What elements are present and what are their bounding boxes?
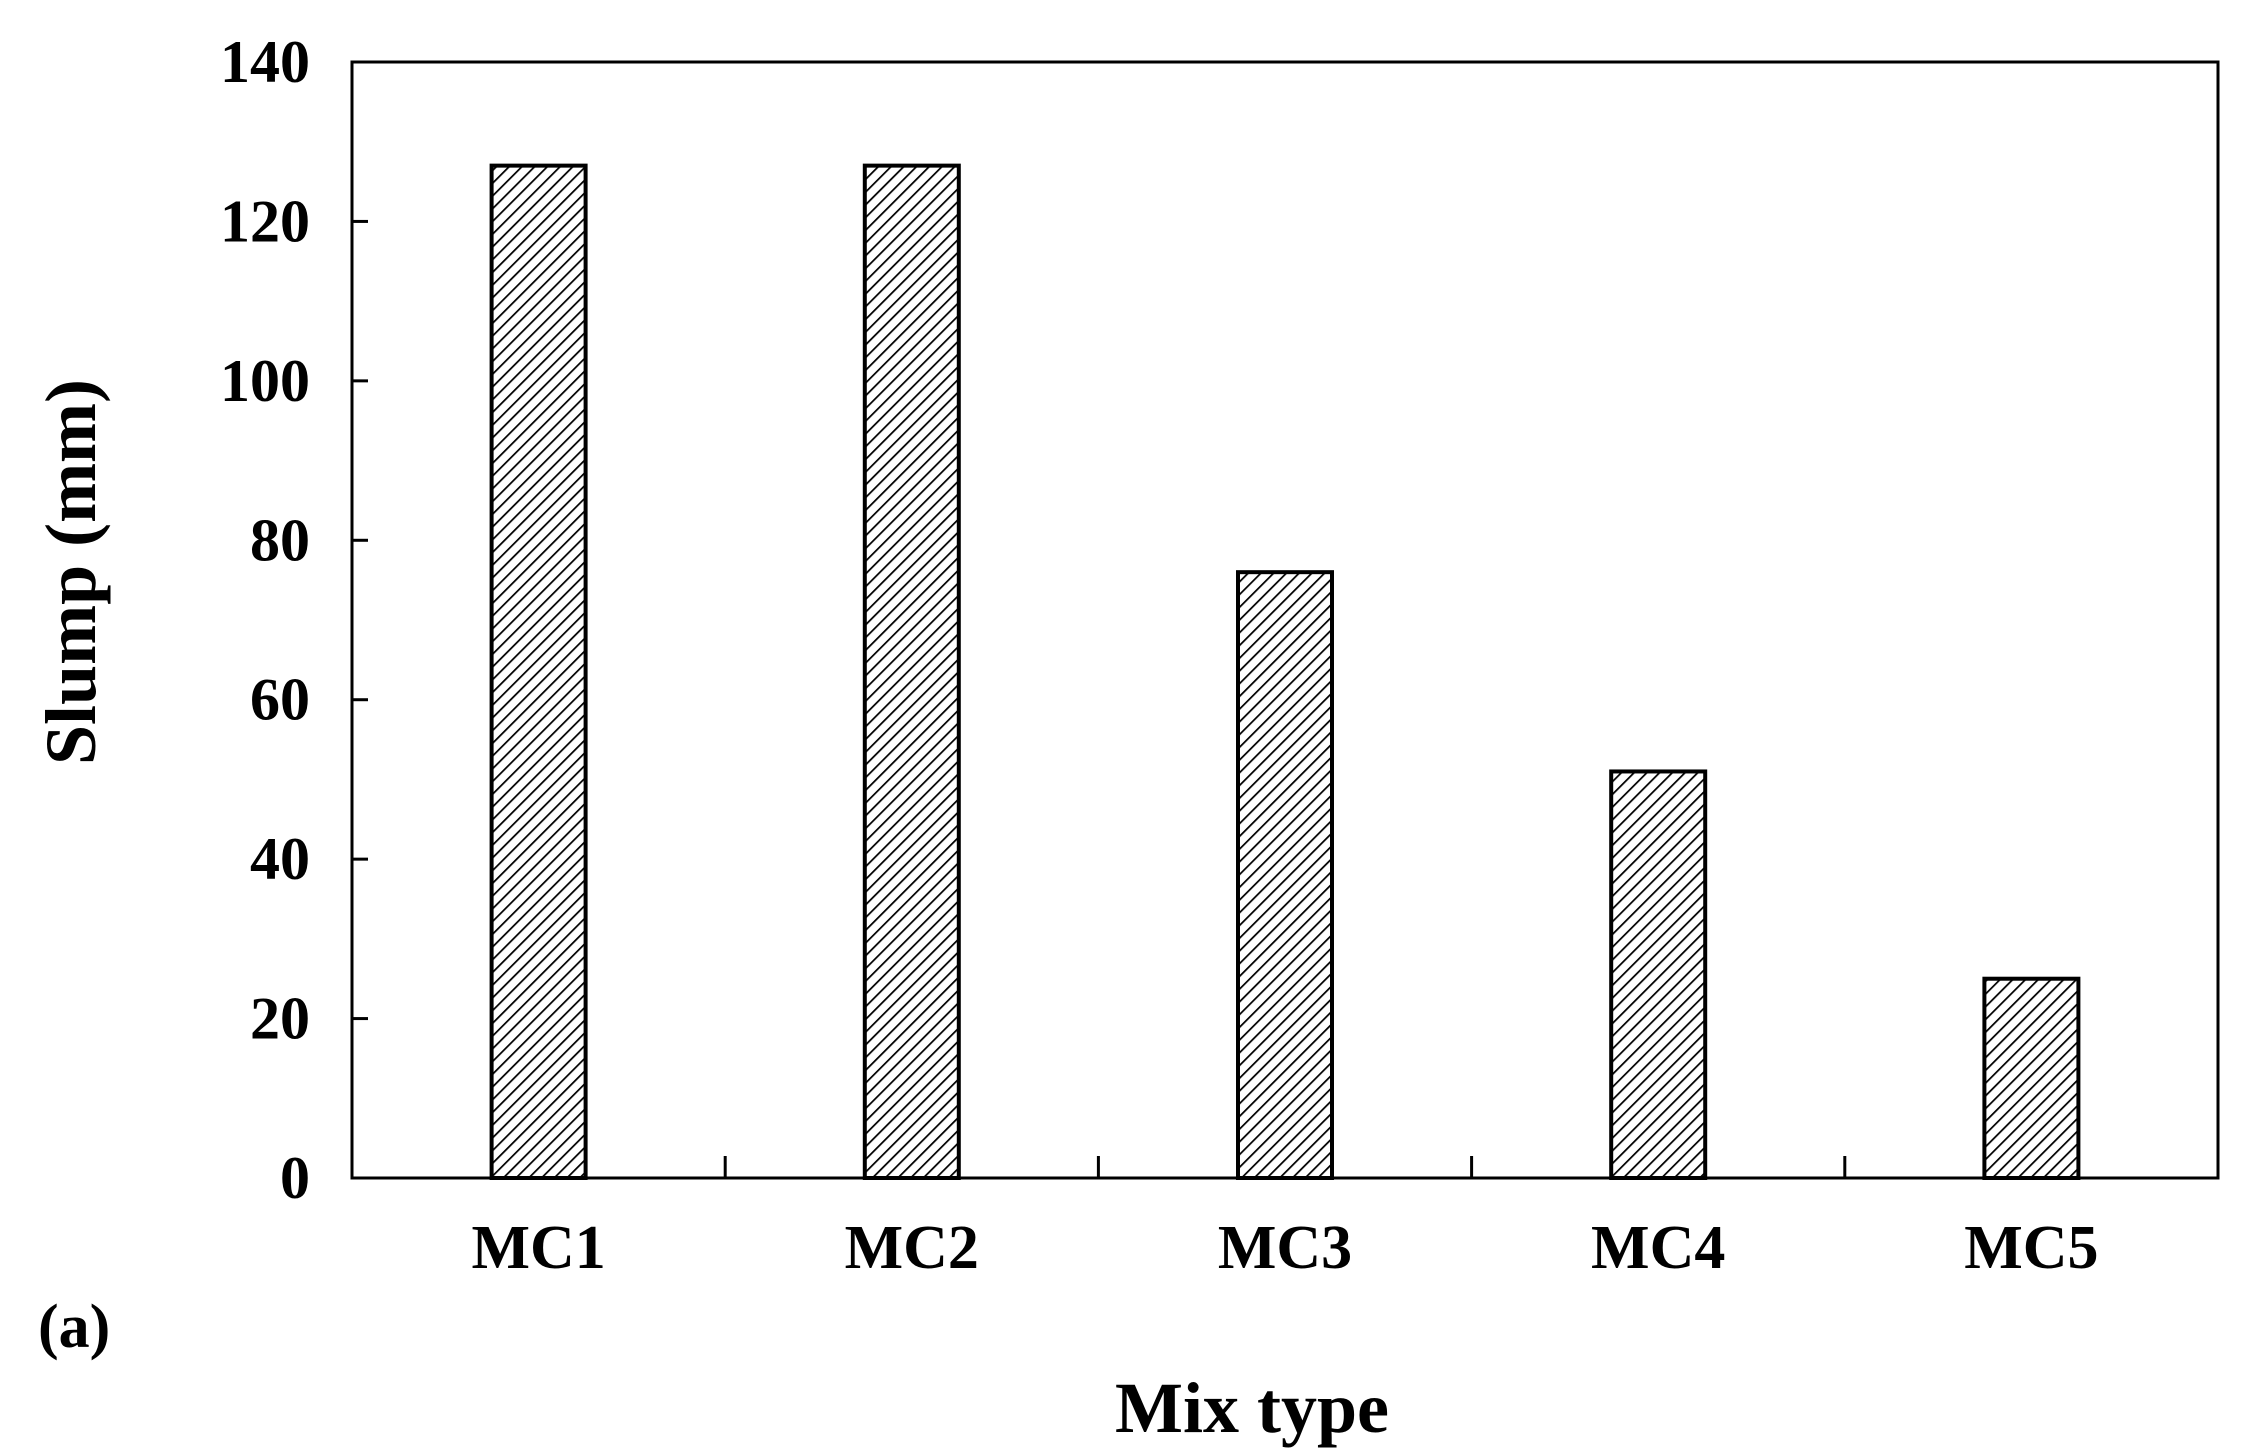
x-tick-label: MC4 [1591, 1214, 1725, 1282]
y-tick-label: 20 [250, 986, 310, 1052]
x-axis-title: Mix type [1115, 1368, 1389, 1448]
bars-group [489, 163, 2081, 1181]
bar-mc3 [1236, 570, 1334, 1180]
y-tick-label: 80 [250, 507, 310, 573]
y-tick-label: 60 [250, 667, 310, 733]
y-tick-label: 0 [280, 1145, 310, 1211]
bar-mc5 [1982, 976, 2081, 1181]
bar-mc2 [862, 163, 961, 1180]
x-axis-ticks: MC1 MC2 MC3 MC4 MC5 [471, 1156, 2099, 1282]
y-axis-ticks: 0 20 40 60 80 100 120 140 [220, 29, 368, 1211]
x-tick-label: MC2 [845, 1214, 979, 1282]
x-tick-label: MC1 [471, 1214, 605, 1282]
y-tick-label: 140 [220, 29, 310, 95]
bar-mc4 [1609, 769, 1708, 1180]
y-tick-label: 120 [220, 188, 310, 254]
y-axis-title: Slump (mm) [31, 379, 111, 765]
y-tick-label: 100 [220, 348, 310, 414]
x-tick-label: MC5 [1964, 1214, 2098, 1282]
x-tick-label: MC3 [1218, 1214, 1352, 1282]
y-tick-label: 40 [250, 826, 310, 892]
bar-mc1 [489, 163, 588, 1180]
panel-label: (a) [38, 1293, 110, 1361]
